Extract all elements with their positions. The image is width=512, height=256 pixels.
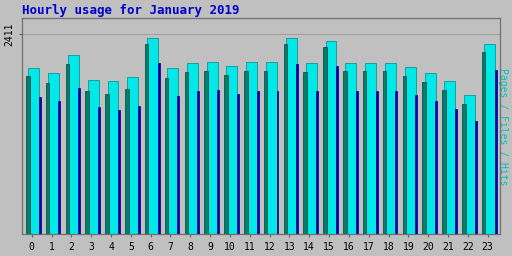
Bar	[184, 72, 188, 234]
Bar	[187, 63, 198, 234]
Bar	[244, 71, 248, 234]
Bar	[284, 44, 287, 234]
Bar	[138, 105, 140, 234]
Bar	[464, 95, 475, 234]
Bar	[207, 61, 218, 234]
Bar	[385, 63, 396, 234]
Bar	[462, 104, 465, 234]
Y-axis label: Pages / Files / Hits: Pages / Files / Hits	[498, 68, 508, 185]
Bar	[118, 110, 120, 234]
Bar	[435, 101, 437, 234]
Bar	[475, 121, 477, 234]
Bar	[197, 91, 199, 234]
Bar	[343, 71, 347, 234]
Bar	[78, 88, 80, 234]
Bar	[165, 78, 168, 234]
Bar	[336, 67, 338, 234]
Bar	[177, 96, 179, 234]
Bar	[48, 73, 59, 234]
Bar	[158, 63, 160, 234]
Bar	[266, 61, 277, 234]
Bar	[145, 44, 148, 234]
Bar	[66, 64, 69, 234]
Bar	[276, 91, 279, 234]
Bar	[402, 77, 406, 234]
Bar	[405, 67, 416, 234]
Bar	[495, 70, 497, 234]
Bar	[88, 80, 99, 234]
Bar	[58, 101, 60, 234]
Bar	[376, 91, 377, 234]
Bar	[224, 75, 228, 234]
Bar	[68, 55, 79, 234]
Bar	[484, 44, 495, 234]
Bar	[237, 94, 239, 234]
Bar	[286, 38, 297, 234]
Bar	[316, 91, 318, 234]
Bar	[326, 41, 336, 234]
Bar	[108, 81, 118, 234]
Bar	[365, 63, 376, 234]
Bar	[147, 38, 158, 234]
Bar	[257, 91, 259, 234]
Bar	[424, 73, 436, 234]
Bar	[26, 77, 30, 234]
Bar	[246, 61, 257, 234]
Bar	[167, 68, 178, 234]
Bar	[217, 90, 219, 234]
Bar	[264, 71, 267, 234]
Bar	[38, 97, 40, 234]
Bar	[86, 91, 89, 234]
Bar	[482, 51, 485, 234]
Bar	[304, 72, 307, 234]
Bar	[455, 109, 457, 234]
Bar	[98, 107, 100, 234]
Bar	[346, 63, 356, 234]
Bar	[127, 77, 138, 234]
Bar	[323, 47, 327, 234]
Text: Hourly usage for January 2019: Hourly usage for January 2019	[22, 4, 239, 17]
Bar	[105, 94, 109, 234]
Bar	[296, 64, 298, 234]
Bar	[356, 91, 358, 234]
Bar	[226, 66, 238, 234]
Bar	[444, 81, 455, 234]
Bar	[442, 90, 446, 234]
Bar	[306, 63, 316, 234]
Bar	[383, 71, 387, 234]
Bar	[422, 82, 426, 234]
Bar	[415, 95, 417, 234]
Bar	[46, 83, 49, 234]
Bar	[28, 68, 39, 234]
Bar	[125, 89, 129, 234]
Bar	[204, 71, 208, 234]
Bar	[363, 71, 367, 234]
Bar	[395, 91, 397, 234]
